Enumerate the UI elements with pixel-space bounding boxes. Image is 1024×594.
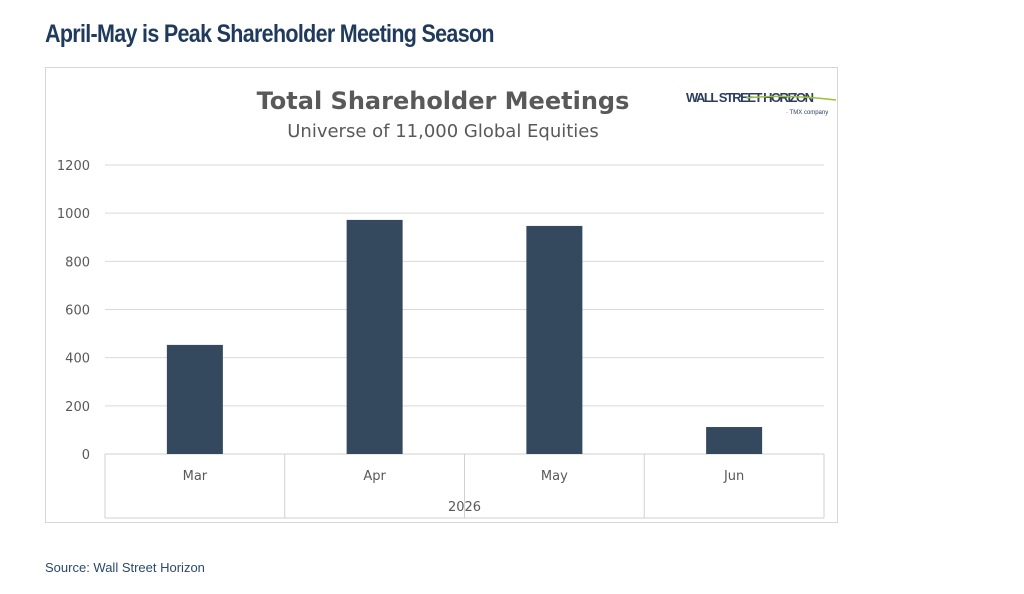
chart-container: Total Shareholder Meetings Universe of 11…	[45, 67, 838, 523]
y-tick-label: 1000	[57, 207, 90, 222]
bar-mar	[166, 344, 223, 454]
y-tick-label: 600	[65, 304, 90, 319]
svg-text:· TMX company: · TMX company	[786, 110, 828, 116]
page-headline: April-May is Peak Shareholder Meeting Se…	[45, 20, 495, 48]
bar-jun	[706, 427, 763, 454]
y-tick-label: 800	[65, 255, 90, 270]
x-tick-label: Mar	[183, 469, 208, 484]
chart-title: Total Shareholder Meetings	[257, 87, 630, 115]
x-tick-label: Apr	[363, 469, 386, 484]
chart-subtitle: Universe of 11,000 Global Equities	[287, 121, 599, 142]
y-tick-label: 200	[65, 400, 90, 415]
bar-apr	[346, 219, 403, 454]
bar-may	[526, 225, 583, 454]
y-tick-label: 0	[82, 448, 90, 463]
x-tick-label: Jun	[723, 469, 744, 484]
x-tick-label: May	[541, 469, 568, 484]
wall-street-horizon-logo: WALL STREET HORIZON · TMX company	[686, 80, 837, 121]
x-group-label: 2026	[448, 500, 481, 515]
source-note: Source: Wall Street Horizon	[45, 560, 205, 575]
y-tick-label: 1200	[57, 159, 90, 174]
y-tick-label: 400	[65, 352, 90, 367]
bar-chart: Total Shareholder Meetings Universe of 11…	[57, 87, 825, 519]
